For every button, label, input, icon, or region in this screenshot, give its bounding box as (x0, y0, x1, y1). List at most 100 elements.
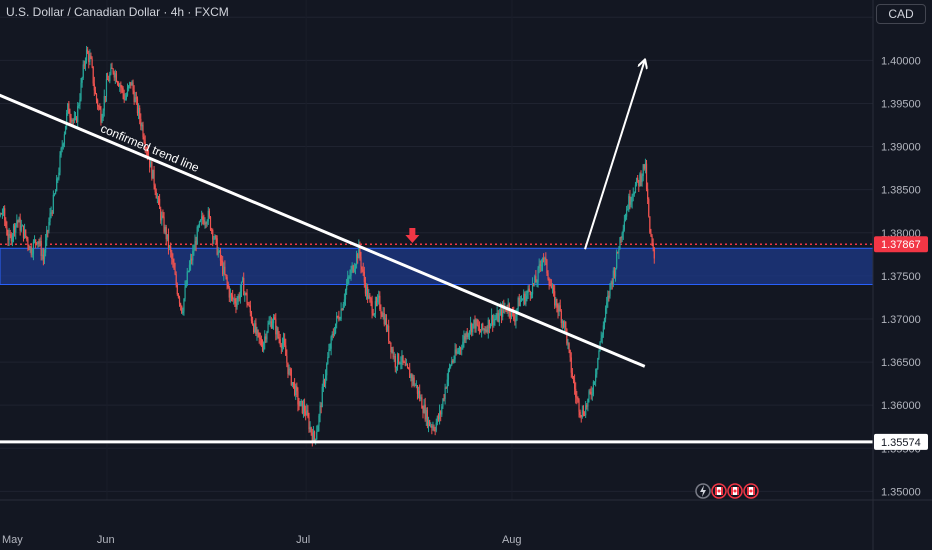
candle-body (98, 106, 100, 108)
candle-body (215, 235, 217, 239)
candle-body (349, 275, 351, 277)
candle-body (493, 319, 495, 326)
candle-body (399, 362, 401, 364)
candle-body (78, 105, 80, 107)
candle-body (549, 285, 551, 287)
candle-body (30, 246, 32, 255)
candle-body (580, 414, 582, 418)
candle-body (185, 284, 187, 287)
candle-body (59, 155, 61, 173)
candle-body (328, 349, 330, 358)
candle-body (370, 298, 372, 302)
candle-body (590, 391, 592, 395)
price-axis[interactable]: 1.405001.400001.395001.390001.385001.380… (881, 12, 921, 498)
candle-body (316, 431, 318, 439)
candle-body (139, 107, 141, 119)
candle-body (301, 400, 303, 414)
candle-body (282, 338, 285, 344)
candle-body (104, 96, 106, 98)
candle-body (88, 53, 90, 63)
candle-body (213, 238, 215, 240)
candle-body (633, 192, 635, 195)
candle-body (279, 339, 281, 345)
candle-body (0, 213, 1, 216)
candle-body (10, 234, 12, 242)
trendline[interactable] (0, 48, 646, 368)
canada-flag-icon[interactable] (743, 483, 759, 499)
candle-body (365, 286, 368, 294)
candle-body (292, 382, 295, 384)
candle-body (246, 293, 248, 304)
candle-body (7, 234, 9, 241)
candle-body (614, 267, 617, 277)
candle-body (42, 254, 44, 260)
candle-body (344, 290, 347, 300)
candle-body (591, 394, 593, 396)
candle-body (393, 356, 395, 358)
candle-body (336, 316, 338, 324)
candle-body (572, 377, 575, 381)
candle-body (586, 405, 588, 407)
candle-body (257, 330, 259, 333)
currency-button[interactable]: CAD (876, 4, 926, 24)
candle-body (330, 336, 332, 349)
candle-body (122, 87, 124, 94)
candle-body (527, 288, 529, 293)
candle-body (226, 277, 228, 284)
candle-body (93, 83, 95, 91)
candle-body (158, 198, 161, 209)
event-icons[interactable] (695, 483, 759, 499)
candle-body (610, 281, 612, 284)
candle-body (518, 298, 520, 307)
candle-body (576, 397, 578, 399)
candle-body (436, 416, 438, 423)
candle-body (40, 241, 42, 256)
candle-body (525, 296, 527, 304)
candle-body (607, 295, 609, 303)
candle-body (616, 252, 618, 268)
candle-body (450, 365, 452, 367)
candle-body (391, 349, 393, 353)
candle-body (168, 246, 171, 248)
canada-flag-icon[interactable] (711, 483, 727, 499)
candle-body (310, 427, 312, 433)
candle-body (435, 422, 437, 431)
candle-body (324, 375, 327, 384)
candle-body (61, 146, 63, 149)
candle-body (523, 293, 525, 300)
candle-body (228, 287, 230, 298)
time-axis[interactable]: May Jun Jul Aug (2, 534, 522, 546)
candle-body (581, 410, 583, 418)
candle-body (388, 325, 390, 341)
candle-body (318, 415, 320, 427)
flash-icon[interactable] (695, 483, 711, 499)
candle-body (481, 323, 483, 332)
candle-body (313, 431, 316, 440)
candle-body (429, 420, 431, 426)
candle-body (167, 234, 170, 248)
candle-body (156, 198, 158, 200)
candle-body (474, 319, 476, 329)
candle-body (119, 85, 121, 87)
candle-body (115, 73, 118, 82)
candle-body (92, 66, 94, 84)
candle-body (157, 198, 160, 200)
candle-body (72, 119, 74, 121)
candle-body (556, 299, 558, 308)
candle-body (443, 398, 445, 400)
candle-body (456, 351, 458, 354)
candle-body (485, 329, 487, 332)
candle-body (337, 316, 339, 318)
candle-body (288, 368, 290, 375)
candle-body (63, 134, 66, 144)
us-flag-icon[interactable] (727, 483, 743, 499)
candle-body (47, 230, 49, 232)
candle-body (364, 282, 367, 294)
projection-arrow[interactable] (584, 60, 645, 250)
candle-body (448, 366, 451, 370)
candle-body (623, 221, 625, 230)
candle-body (256, 330, 258, 335)
candle-body (1, 213, 4, 215)
candle-body (596, 368, 598, 375)
